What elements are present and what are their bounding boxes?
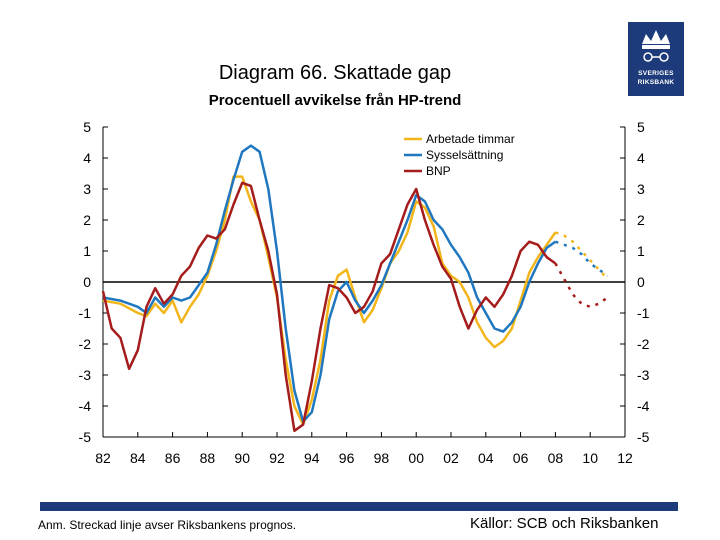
chart-subtitle: Procentuell avvikelse från HP-trend (208, 92, 462, 109)
legend-label-3: BNP (426, 164, 451, 178)
y-tick-label-left: -1 (79, 305, 92, 321)
y-tick-label-left: -3 (79, 367, 92, 383)
y-tick-label-right: -3 (637, 367, 650, 383)
footer-bar (40, 502, 678, 511)
y-tick-label-left: -5 (79, 429, 92, 445)
x-tick-label: 06 (513, 450, 529, 466)
y-tick-label-left: 0 (83, 274, 91, 290)
riksbank-logo: SVERIGES RIKSBANK (628, 22, 684, 96)
y-tick-label-left: -4 (79, 398, 92, 414)
x-tick-label: 02 (443, 450, 459, 466)
legend-label-1: Arbetade timmar (426, 132, 515, 146)
footnote: Anm. Streckad linje avser Riksbankens pr… (38, 518, 297, 532)
series-forecast-3 (554, 262, 609, 309)
y-tick-label-left: 2 (83, 212, 91, 228)
series-forecast-2 (554, 240, 609, 277)
logo-line2: RIKSBANK (637, 79, 675, 86)
y-tick-label-right: 4 (637, 150, 645, 166)
x-tick-label: 82 (95, 450, 111, 466)
x-tick-label: 96 (339, 450, 355, 466)
y-tick-label-right: 1 (637, 243, 645, 259)
series-line-1 (102, 175, 557, 426)
y-tick-label-left: -2 (79, 336, 92, 352)
x-tick-label: 10 (582, 450, 598, 466)
x-tick-label: 94 (304, 450, 320, 466)
y-tick-label-left: 5 (83, 119, 91, 135)
legend-box (400, 129, 550, 187)
y-tick-label-right: 5 (637, 119, 645, 135)
legend-label-2: Sysselsättning (426, 148, 503, 162)
y-tick-label-left: 3 (83, 181, 91, 197)
y-tick-label-left: 4 (83, 150, 91, 166)
y-tick-label-left: 1 (83, 243, 91, 259)
x-tick-label: 00 (408, 450, 424, 466)
x-tick-label: 92 (269, 450, 285, 466)
series-forecast-1 (554, 231, 609, 280)
y-tick-label-right: 3 (637, 181, 645, 197)
x-tick-label: 04 (478, 450, 494, 466)
y-tick-label-right: 2 (637, 212, 645, 228)
y-tick-label-right: -5 (637, 429, 650, 445)
x-tick-label: 12 (617, 450, 633, 466)
x-tick-label: 98 (374, 450, 390, 466)
y-tick-label-right: 0 (637, 274, 645, 290)
chart-title: Diagram 66. Skattade gap (218, 62, 452, 84)
x-tick-label: 86 (165, 450, 181, 466)
series-line-3 (101, 181, 557, 433)
x-tick-label: 84 (130, 450, 146, 466)
x-tick-label: 08 (548, 450, 564, 466)
y-tick-label-right: -1 (637, 305, 650, 321)
x-tick-label: 88 (200, 450, 216, 466)
source-text: Källor: SCB och Riksbanken (470, 515, 659, 532)
series-line-2 (102, 144, 557, 423)
x-tick-label: 90 (234, 450, 250, 466)
logo-line1: SVERIGES (638, 70, 674, 77)
y-tick-label-right: -4 (637, 398, 650, 414)
crown-emblem-icon (642, 30, 670, 62)
chart-area: 5 54 43 32 21 10 0-1 -1-2 -2-3 -3-4 -4-5 -582 84 86 88… (79, 119, 650, 466)
y-tick-label-right: -2 (637, 336, 650, 352)
